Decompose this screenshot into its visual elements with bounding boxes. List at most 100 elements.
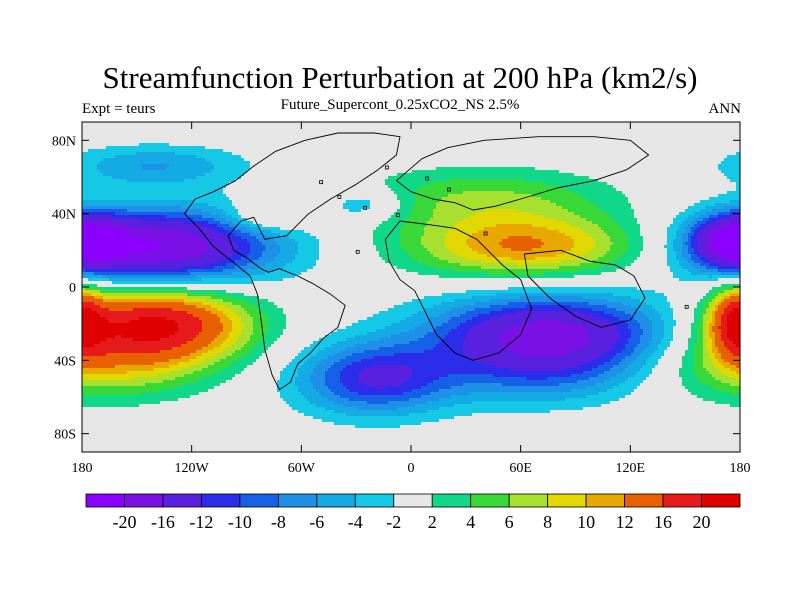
field-cell: [427, 140, 431, 144]
field-cell: [139, 140, 143, 144]
field-cell: [187, 155, 191, 159]
field-cell: [103, 179, 107, 183]
field-cell: [172, 170, 176, 174]
field-cell: [295, 146, 299, 150]
field-cell: [232, 176, 236, 180]
field-cell: [229, 158, 233, 162]
field-cell: [163, 131, 167, 135]
field-cell: [88, 128, 92, 132]
field-cell: [649, 182, 653, 186]
field-cell: [541, 137, 545, 141]
field-cell: [637, 143, 641, 147]
field-cell: [220, 122, 224, 126]
field-cell: [133, 167, 137, 171]
field-cell: [325, 146, 329, 150]
field-cell: [232, 122, 236, 126]
field-cell: [118, 143, 122, 147]
field-cell: [328, 128, 332, 132]
field-cell: [586, 134, 590, 138]
field-cell: [364, 149, 368, 153]
field-cell: [673, 173, 677, 177]
field-cell: [283, 170, 287, 174]
field-cell: [151, 134, 155, 138]
field-cell: [463, 137, 467, 141]
field-cell: [388, 182, 392, 186]
field-cell: [130, 173, 134, 177]
field-cell: [133, 140, 137, 144]
field-cell: [430, 140, 434, 144]
field-cell: [613, 143, 617, 147]
field-cell: [412, 131, 416, 135]
field-cell: [715, 173, 719, 177]
field-cell: [682, 155, 686, 159]
field-cell: [673, 146, 677, 150]
field-cell: [184, 176, 188, 180]
field-cell: [211, 137, 215, 141]
field-cell: [109, 134, 113, 138]
field-cell: [733, 137, 737, 141]
field-cell: [214, 149, 218, 153]
field-cell: [337, 164, 341, 168]
field-cell: [589, 134, 593, 138]
field-cell: [307, 188, 311, 192]
field-cell: [106, 185, 110, 189]
field-cell: [181, 176, 185, 180]
field-cell: [634, 179, 638, 183]
field-cell: [220, 182, 224, 186]
field-cell: [127, 158, 131, 162]
field-cell: [136, 176, 140, 180]
field-cell: [319, 125, 323, 129]
field-cell: [700, 158, 704, 162]
field-cell: [427, 170, 431, 174]
field-cell: [535, 125, 539, 129]
field-cell: [376, 134, 380, 138]
field-cell: [175, 143, 179, 147]
field-cell: [604, 155, 608, 159]
field-cell: [121, 134, 125, 138]
field-cell: [154, 158, 158, 162]
field-cell: [454, 164, 458, 168]
field-cell: [283, 164, 287, 168]
field-cell: [184, 173, 188, 177]
field-cell: [514, 164, 518, 168]
field-cell: [520, 185, 524, 189]
field-cell: [469, 152, 473, 156]
field-cell: [118, 176, 122, 180]
field-cell: [634, 155, 638, 159]
field-cell: [685, 173, 689, 177]
field-cell: [259, 176, 263, 180]
field-cell: [712, 134, 716, 138]
field-cell: [343, 122, 347, 126]
field-cell: [634, 182, 638, 186]
field-cell: [133, 164, 137, 168]
field-cell: [211, 167, 215, 171]
field-cell: [508, 140, 512, 144]
field-cell: [445, 185, 449, 189]
field-cell: [307, 140, 311, 144]
field-cell: [376, 173, 380, 177]
field-cell: [301, 164, 305, 168]
field-cell: [154, 164, 158, 168]
field-cell: [301, 155, 305, 159]
field-cell: [94, 125, 98, 129]
field-cell: [574, 182, 578, 186]
field-cell: [424, 161, 428, 165]
field-cell: [325, 140, 329, 144]
field-cell: [703, 155, 707, 159]
field-cell: [595, 131, 599, 135]
field-cell: [235, 188, 239, 192]
field-cell: [361, 152, 365, 156]
field-cell: [697, 185, 701, 189]
field-cell: [163, 122, 167, 126]
field-cell: [289, 137, 293, 141]
field-cell: [193, 158, 197, 162]
field-cell: [214, 173, 218, 177]
field-cell: [403, 128, 407, 132]
field-cell: [574, 125, 578, 129]
field-cell: [538, 134, 542, 138]
field-cell: [112, 173, 116, 177]
field-cell: [670, 134, 674, 138]
field-cell: [493, 146, 497, 150]
field-cell: [667, 143, 671, 147]
field-cell: [121, 185, 125, 189]
